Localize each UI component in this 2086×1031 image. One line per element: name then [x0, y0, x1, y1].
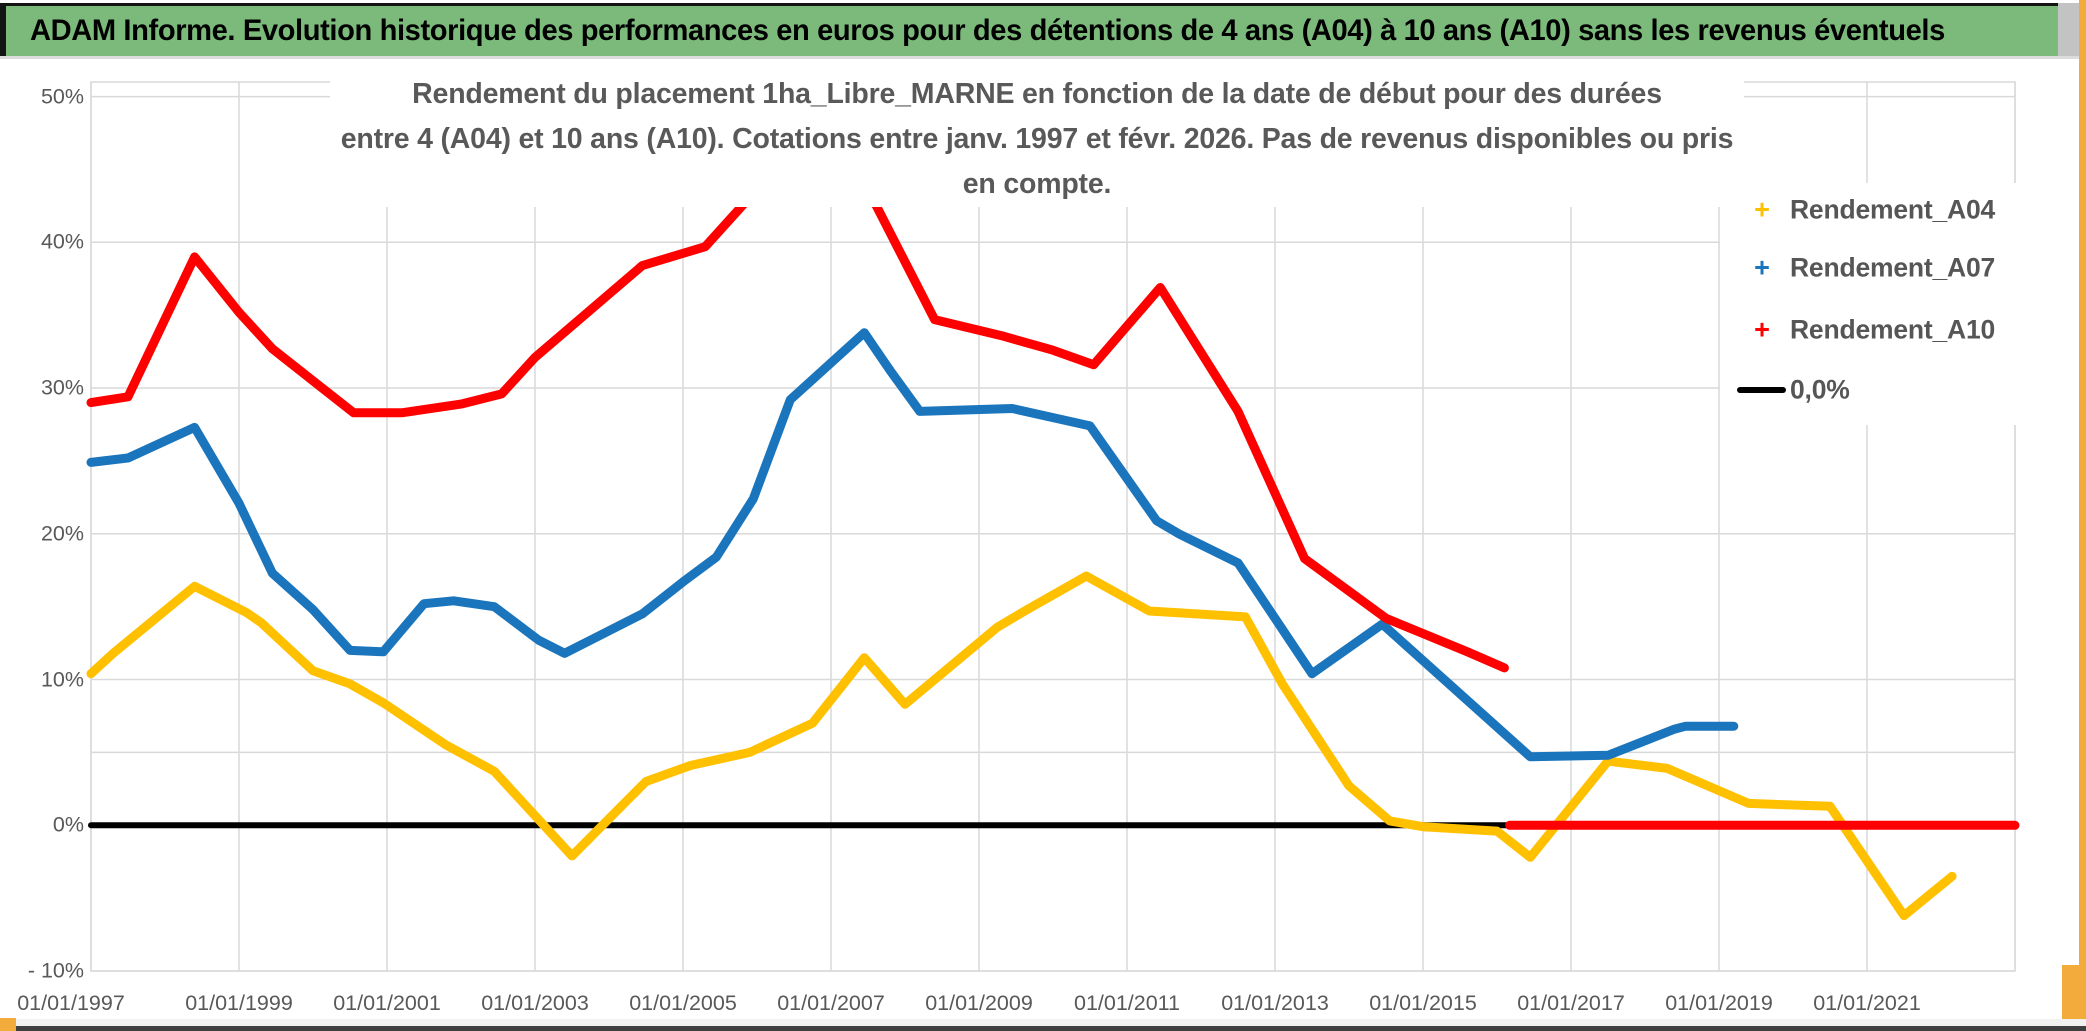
- y-tick-30%: 30%: [40, 375, 84, 400]
- x-tick-01-01-1997: 01/01/1997: [17, 991, 125, 1015]
- x-tick-01-01-2019: 01/01/2019: [1665, 991, 1773, 1015]
- x-tick-01-01-2013: 01/01/2013: [1221, 991, 1329, 1015]
- legend-item-0-0-: 0,0%: [1720, 370, 2016, 410]
- title-bar: ADAM Informe. Evolution historique des p…: [0, 3, 2058, 56]
- bottom-strip: [0, 1019, 2086, 1026]
- x-tick-01-01-2009: 01/01/2009: [925, 991, 1033, 1015]
- series-Rendement_A07: [86, 328, 1739, 762]
- chart-title: Rendement du placement 1ha_Libre_MARNE e…: [330, 72, 1744, 207]
- bottom-border: [0, 1026, 2086, 1031]
- title-bar-end-cap: [2058, 3, 2080, 56]
- legend-plus-marker: +: [1754, 252, 1770, 283]
- x-tick-01-01-2001: 01/01/2001: [333, 991, 441, 1015]
- legend-item-rendement-a07: + Rendement_A07: [1720, 248, 2016, 288]
- y-tick-40%: 40%: [40, 229, 84, 254]
- x-tick-01-01-2021: 01/01/2021: [1813, 991, 1921, 1015]
- legend-item-rendement-a10: + Rendement_A10: [1720, 310, 2016, 350]
- y-tick-- 10%: - 10%: [27, 958, 84, 983]
- y-tick-10%: 10%: [40, 667, 84, 692]
- legend-label: Rendement_A10: [1790, 314, 1996, 345]
- x-tick-01-01-2005: 01/01/2005: [629, 991, 737, 1015]
- chart-legend: + Rendement_A04 + Rendement_A07 + Rendement_A…: [1720, 183, 2016, 425]
- legend-line-marker: [1737, 387, 1786, 393]
- x-tick-01-01-2015: 01/01/2015: [1369, 991, 1477, 1015]
- y-tick-0%: 0%: [52, 812, 84, 837]
- chart-title-line1: Rendement du placement 1ha_Libre_MARNE e…: [412, 78, 1662, 110]
- x-tick-01-01-2017: 01/01/2017: [1517, 991, 1625, 1015]
- bottom-left-corner-accent: [0, 1018, 16, 1031]
- legend-plus-marker: +: [1754, 314, 1770, 345]
- title-bar-shadow: [0, 56, 2086, 59]
- legend-label: Rendement_A07: [1790, 252, 1996, 283]
- x-tick-01-01-1999: 01/01/1999: [185, 991, 293, 1015]
- window-title: ADAM Informe. Evolution historique des p…: [30, 14, 1945, 47]
- right-border-accent: [2079, 0, 2086, 1031]
- chart-title-line2: entre 4 (A04) et 10 ans (A10). Cotations…: [340, 123, 1734, 200]
- legend-label: Rendement_A04: [1790, 194, 1996, 225]
- series-Rendement_A04: [86, 571, 1957, 921]
- y-tick-20%: 20%: [40, 521, 84, 546]
- x-tick-01-01-2003: 01/01/2003: [481, 991, 589, 1015]
- y-tick-50%: 50%: [40, 84, 84, 109]
- series-Rendement_A10-seg0: [86, 156, 1509, 673]
- legend-item-rendement-a04: + Rendement_A04: [1720, 190, 2016, 230]
- x-tick-01-01-2011: 01/01/2011: [1073, 991, 1181, 1015]
- x-tick-01-01-2007: 01/01/2007: [777, 991, 885, 1015]
- legend-label: 0,0%: [1790, 374, 1850, 405]
- legend-plus-marker: +: [1754, 194, 1770, 225]
